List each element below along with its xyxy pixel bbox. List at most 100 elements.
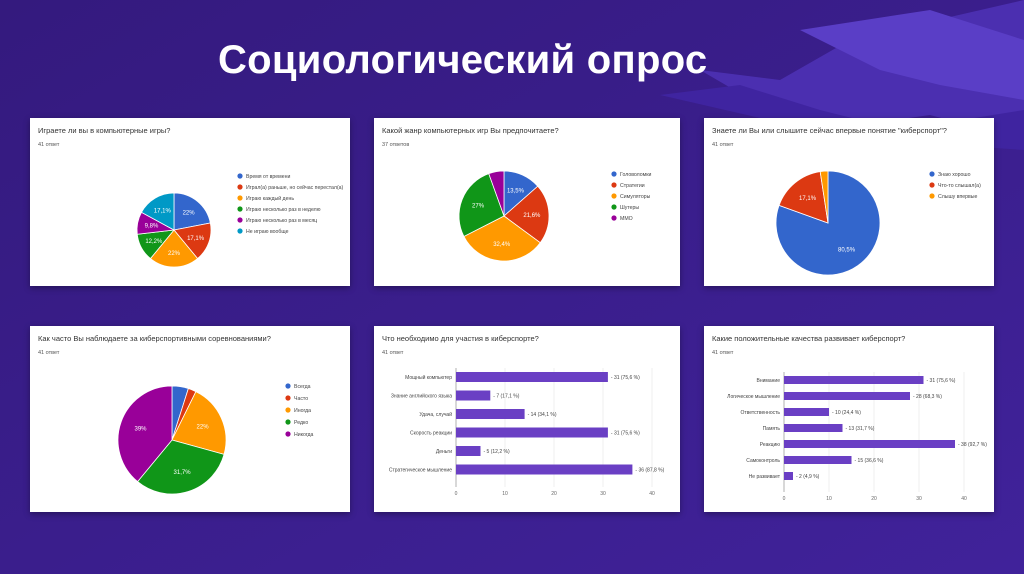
- category-label: Внимание: [757, 378, 781, 384]
- tick-label: 30: [916, 496, 922, 502]
- data-label: - 2 (4,9 %): [796, 474, 820, 480]
- chart-svg: 22% 31,7% 39% Всегда Часто Иногда Редко Никогда: [117, 383, 314, 495]
- slice-label: 27%: [472, 204, 485, 210]
- data-label: - 38 (92,7 %): [958, 442, 987, 448]
- bar: [784, 408, 829, 416]
- legend-entry: ММО: [620, 216, 633, 222]
- category-label: Удача, случай: [419, 411, 452, 418]
- data-label: - 7 (17,1 %): [493, 394, 519, 400]
- legend-swatch: [611, 182, 617, 188]
- data-label: - 13 (31,7 %): [846, 426, 875, 432]
- legend-swatch: [285, 431, 291, 437]
- pie-slice: [463, 215, 541, 262]
- chart-card-4: Как часто Вы наблюдаете за киберспортивн…: [30, 326, 350, 512]
- slice-label: 17,1%: [799, 196, 817, 202]
- pie-slice: [117, 385, 173, 483]
- data-label: - 31 (75,6 %): [927, 378, 956, 384]
- pie-slice: [171, 391, 227, 455]
- category-label: Реакцию: [760, 442, 781, 448]
- bar: [456, 446, 481, 456]
- legend-swatch: [611, 204, 617, 210]
- response-count: 41 ответ: [38, 142, 60, 148]
- pie-slice: [503, 185, 550, 244]
- legend-entry: Редко: [294, 420, 308, 426]
- bar: [784, 376, 924, 384]
- legend-entry: Головоломки: [620, 172, 651, 178]
- data-label: - 5 (12,2 %): [484, 449, 510, 455]
- chart-svg: 13,5% 21,6% 32,4% 27% Головоломки Стратегии Си…: [458, 170, 651, 262]
- tick-label: 20: [871, 496, 877, 502]
- data-label: - 14 (34,1 %): [528, 412, 557, 418]
- tick-label: 10: [826, 496, 832, 502]
- slice-label: 31,7%: [174, 470, 192, 476]
- chart-svg: 0 10 20 30 40 Внимание - 31 (75,6 %) Логическое…: [727, 372, 987, 502]
- legend-swatch: [237, 173, 243, 179]
- legend-entry: Время от времени: [246, 174, 290, 180]
- legend-swatch: [929, 171, 935, 177]
- chart-card-5: Что необходимо для участия в киберспорте…: [374, 326, 680, 512]
- tick-label: 30: [600, 491, 606, 497]
- slice-label: 13,5%: [507, 189, 525, 195]
- chart-svg: 22% 17,1% 22% 12,2% 9,8% 17,1% Время от времен…: [136, 173, 344, 268]
- legend-swatch: [237, 228, 243, 234]
- bar: [784, 472, 793, 480]
- bar: [456, 464, 633, 475]
- category-label: Скорость реакции: [410, 431, 452, 437]
- legend-entry: Играю каждый день: [246, 195, 294, 202]
- pie-slice: [775, 170, 881, 276]
- legend-swatch: [285, 407, 291, 413]
- bar: [784, 424, 843, 432]
- slice-label: 17,1%: [187, 236, 205, 242]
- legend-entry: Что-то слышал(а): [938, 183, 981, 189]
- legend-swatch: [237, 217, 243, 223]
- slice-label: 12,2%: [145, 239, 163, 245]
- legend-entry: Знаю хорошо: [938, 172, 971, 178]
- bar: [784, 392, 910, 400]
- chart-title: Играете ли вы в компьютерные игры?: [38, 126, 171, 135]
- pie-slice: [819, 170, 829, 224]
- slice-label: 32,4%: [493, 242, 511, 248]
- chart-card-6: Какие положительные качества развивает к…: [704, 326, 994, 512]
- legend-entry: Играю несколько раз в месяц: [246, 218, 317, 224]
- legend-entry: Никогда: [294, 432, 314, 438]
- slice-label: 22%: [183, 210, 196, 216]
- category-label: Логическое мышление: [727, 394, 780, 400]
- category-label: Самоконтроль: [746, 458, 780, 464]
- response-count: 41 ответ: [712, 142, 734, 148]
- data-label: - 28 (68,3 %): [913, 394, 942, 400]
- bar: [456, 372, 608, 382]
- data-label: - 31 (75,6 %): [611, 431, 640, 437]
- category-label: Ответственность: [741, 410, 781, 416]
- legend-entry: Шутеры: [620, 205, 639, 211]
- legend-swatch: [237, 184, 243, 190]
- bar: [456, 427, 608, 438]
- response-count: 41 ответ: [38, 350, 60, 356]
- bar: [456, 390, 491, 401]
- legend-entry: Играю несколько раз в неделю: [246, 207, 321, 213]
- response-count: 37 ответов: [382, 142, 410, 148]
- pie-slice: [140, 192, 175, 231]
- tick-label: 20: [551, 491, 557, 497]
- legend-swatch: [237, 206, 243, 212]
- category-label: Память: [763, 426, 781, 432]
- pie-slice: [458, 173, 505, 237]
- slice-label: 80,5%: [838, 247, 856, 253]
- category-label: Деньги: [436, 449, 452, 455]
- chart-card-1: Играете ли вы в компьютерные игры? 41 отв…: [30, 118, 350, 286]
- pie-slice: [173, 192, 211, 231]
- slice-label: 17,1%: [154, 208, 172, 214]
- slide-title: Социологический опрос: [218, 38, 708, 82]
- tick-label: 10: [502, 491, 508, 497]
- slice-label: 21,6%: [523, 213, 541, 219]
- chart-title: Знаете ли Вы или слышите сейчас впервые …: [712, 126, 947, 135]
- bar: [784, 456, 852, 464]
- slice-label: 22%: [197, 424, 210, 430]
- bar: [456, 409, 525, 419]
- data-label: - 10 (24,4 %): [832, 410, 861, 416]
- chart-card-3: Знаете ли Вы или слышите сейчас впервые …: [704, 118, 994, 286]
- tick-label: 40: [649, 491, 655, 497]
- legend-entry: Не играю вообще: [246, 229, 289, 235]
- chart-title: Что необходимо для участия в киберспорте…: [382, 334, 539, 343]
- pie-slice: [778, 171, 829, 224]
- legend-entry: Иногда: [294, 408, 311, 414]
